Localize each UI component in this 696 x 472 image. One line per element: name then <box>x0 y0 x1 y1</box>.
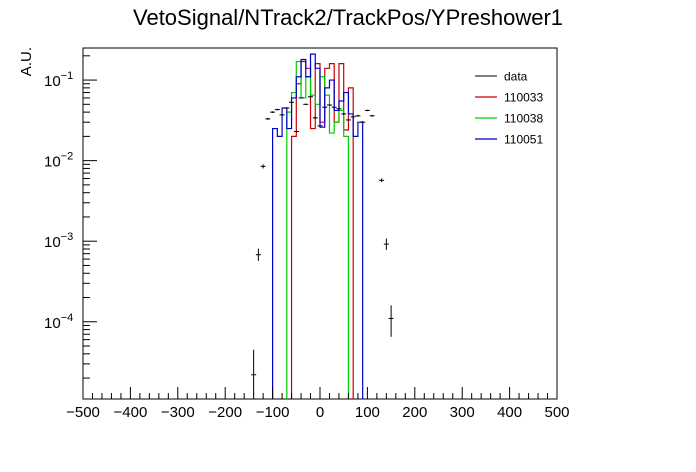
data-point <box>251 349 257 395</box>
x-tick-label: 400 <box>497 404 522 421</box>
x-tick-label: 200 <box>402 404 427 421</box>
series-110051-histogram <box>272 53 364 399</box>
legend-label: data <box>504 70 528 84</box>
data-point <box>270 111 276 114</box>
data-point <box>345 118 351 122</box>
x-tick-label: −100 <box>256 404 290 421</box>
legend-label: 110033 <box>504 91 543 105</box>
y-tick-label: 10−3 <box>44 231 73 251</box>
data-point <box>383 238 389 250</box>
chart-title: VetoSignal/NTrack2/TrackPos/YPreshower1 <box>133 5 563 30</box>
data-point <box>360 121 366 124</box>
legend-label: 110051 <box>504 133 543 147</box>
data-point <box>369 114 375 117</box>
data-point <box>317 125 323 127</box>
x-tick-label: −200 <box>208 404 242 421</box>
data-point <box>364 109 370 112</box>
data-point <box>388 305 394 337</box>
x-tick-label: −500 <box>66 404 100 421</box>
x-tick-label: 100 <box>355 404 380 421</box>
data-point <box>322 106 328 109</box>
y-tick-label: 10−1 <box>44 70 73 90</box>
series-layer <box>251 53 394 399</box>
x-tick-label: −400 <box>114 404 148 421</box>
data-point <box>341 113 347 115</box>
data-point <box>355 114 361 117</box>
data-point <box>293 130 299 133</box>
data-point <box>279 113 285 116</box>
y-tick-label: 10−4 <box>44 312 73 332</box>
legend-label: 110038 <box>504 112 543 126</box>
legend-item-110051: 110051 <box>475 133 543 147</box>
data-point <box>312 116 318 119</box>
x-tick-label: −300 <box>161 404 195 421</box>
y-axis-label: A.U. <box>18 47 35 76</box>
data-point <box>260 164 266 169</box>
data-point <box>274 108 280 111</box>
x-tick-label: 500 <box>544 404 569 421</box>
axes: −500 −400 −300 −200 −100 0 100 200 300 400 500 10−4… <box>44 55 570 421</box>
data-point <box>350 115 356 118</box>
data-point <box>284 107 290 109</box>
data-point <box>303 103 309 106</box>
data-point <box>255 248 261 261</box>
data-point <box>331 106 337 109</box>
data-point <box>298 97 304 99</box>
y-tick-label: 10−2 <box>44 151 73 171</box>
data-point <box>308 96 314 98</box>
x-tick-label: 0 <box>316 404 324 421</box>
data-point <box>336 108 342 110</box>
data-point <box>289 101 295 103</box>
data-point <box>326 104 332 106</box>
legend-item-110038: 110038 <box>475 112 543 126</box>
legend: data 110033 110038 110051 <box>475 70 543 147</box>
legend-item-data: data <box>475 70 528 84</box>
legend-item-110033: 110033 <box>475 91 543 105</box>
x-tick-label: 300 <box>450 404 475 421</box>
data-point <box>265 117 271 120</box>
data-point <box>379 178 385 183</box>
